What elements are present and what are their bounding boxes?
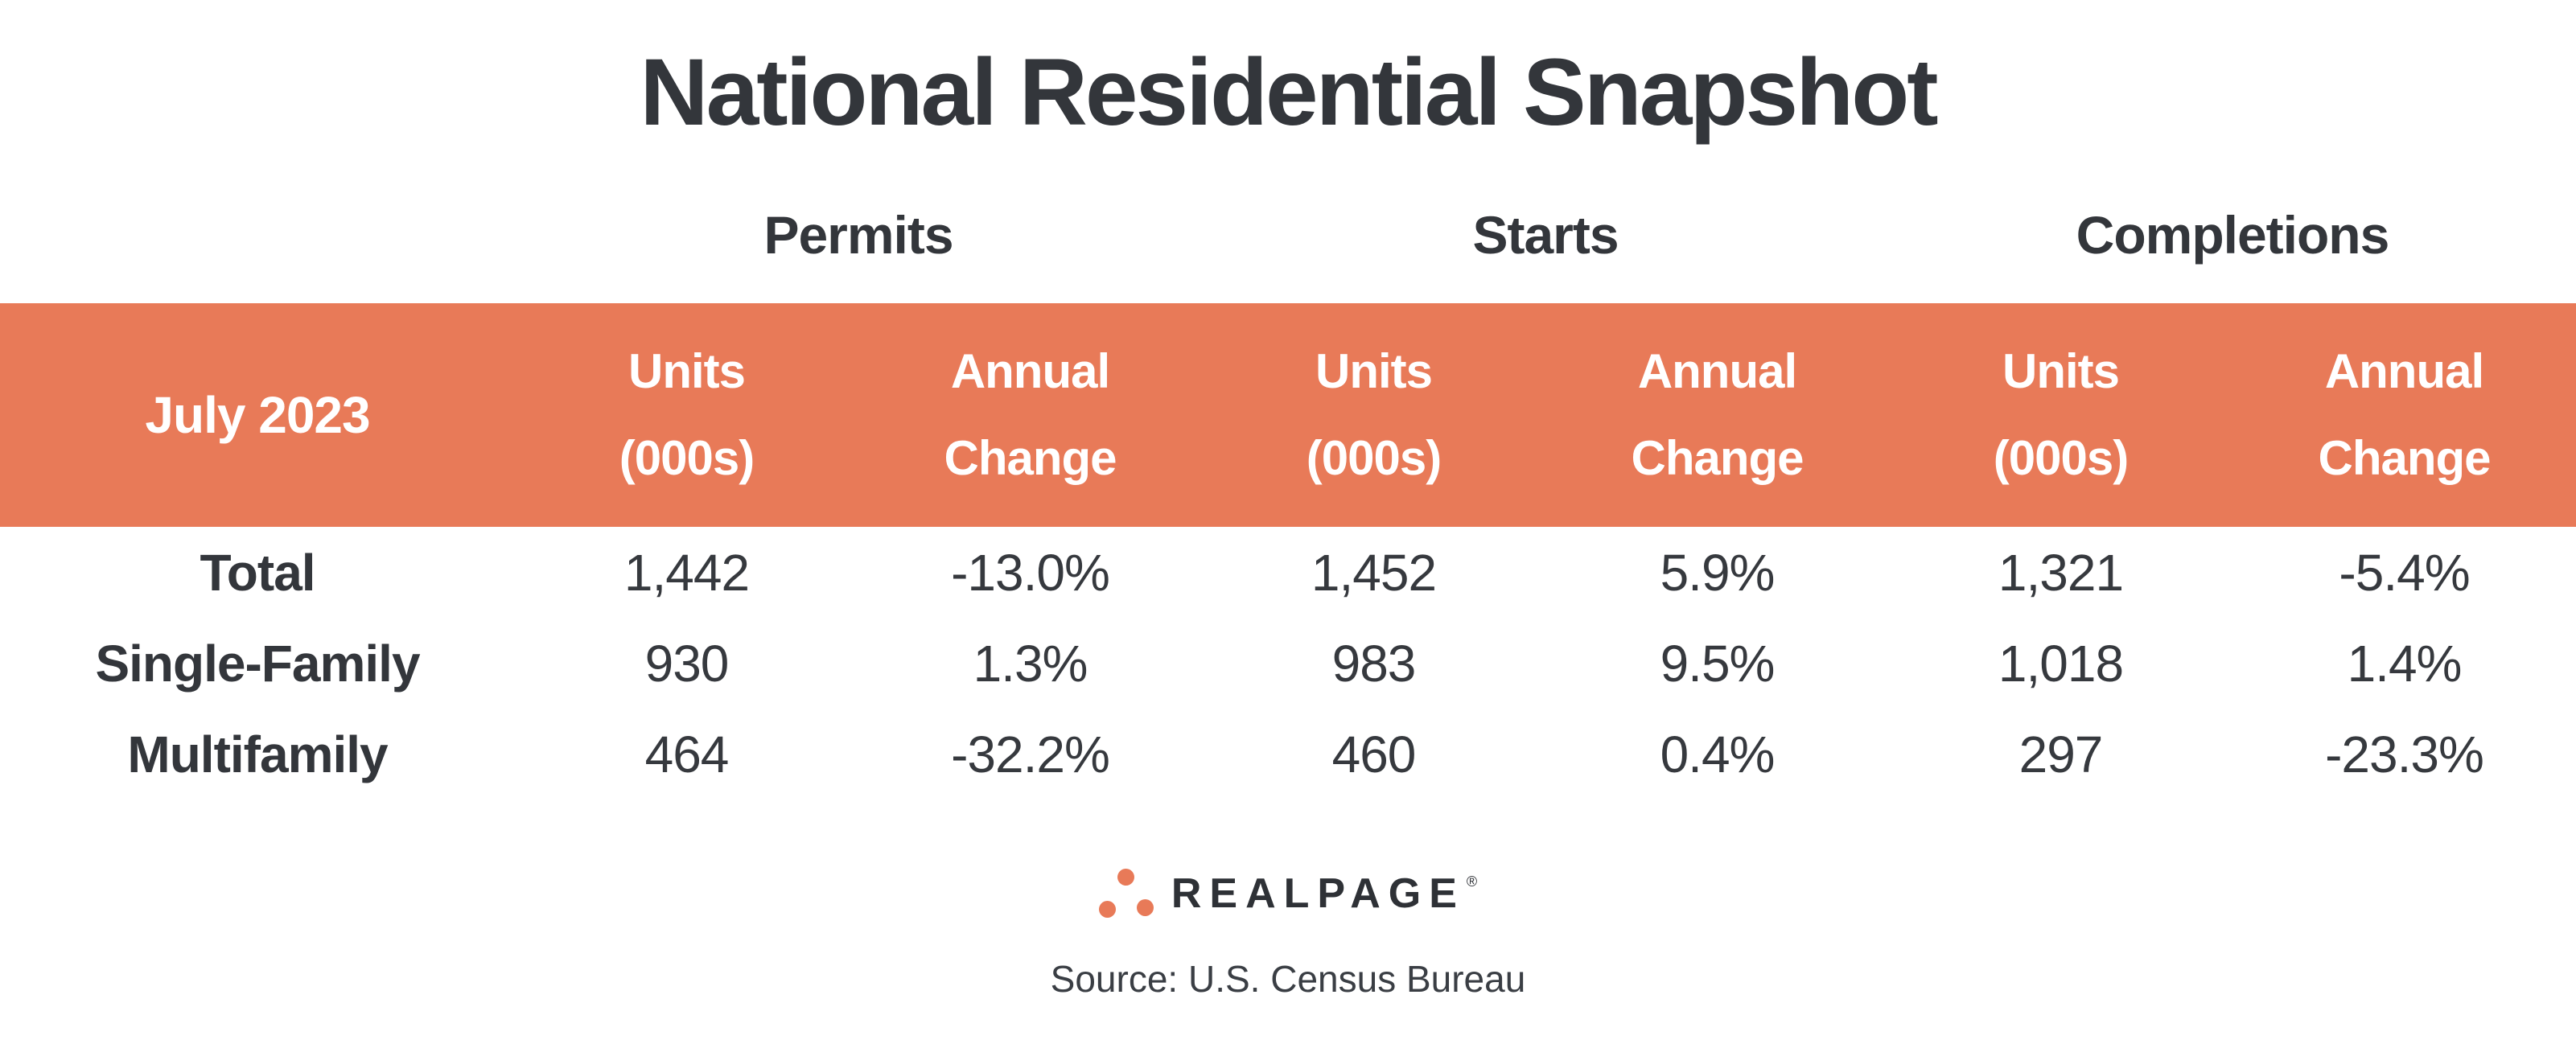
total-permits-annual-change: -13.0% <box>951 543 1110 602</box>
source-attribution: Source: U.S. Census Bureau <box>1050 958 1526 1000</box>
page-title: National Residential Snapshot <box>640 39 1938 146</box>
logo-dot-icon <box>1136 899 1154 916</box>
total-starts-annual-change: 5.9% <box>1660 543 1776 602</box>
row-label-single-family: Single-Family <box>95 634 420 693</box>
annual-header-line1: Annual <box>2324 344 2484 398</box>
multifamily-starts-annual-change: 0.4% <box>1660 725 1776 783</box>
annual-header-line2: Change <box>944 431 1117 485</box>
multifamily-starts-units: 460 <box>1331 725 1417 783</box>
group-header-spacer <box>0 151 515 303</box>
annual-header-line1: Annual <box>1637 344 1797 398</box>
starts-units-header-cell: Units (000s) <box>1202 303 1545 527</box>
starts-annual-change-header-cell: Annual Change <box>1545 303 1889 527</box>
group-header-completions: Completions <box>2076 204 2390 265</box>
row-label-multifamily: Multifamily <box>127 725 388 783</box>
single-family-completions-annual-change: 1.4% <box>2347 634 2463 693</box>
completions-annual-change-header-cell: Annual Change <box>2232 303 2576 527</box>
single-family-completions-units: 1,018 <box>1998 634 2124 693</box>
snapshot-table: Permits Starts Completions July 2023 Uni… <box>0 151 2576 800</box>
multifamily-permits-units: 464 <box>644 725 730 783</box>
total-starts-units: 1,452 <box>1311 543 1437 602</box>
permits-annual-change-header-cell: Annual Change <box>858 303 1202 527</box>
units-header-line1: Units <box>1315 344 1433 398</box>
units-header-line1: Units <box>628 344 746 398</box>
units-header-line2: (000s) <box>1993 431 2129 485</box>
realpage-dots-icon <box>1098 869 1154 919</box>
single-family-permits-annual-change: 1.3% <box>973 634 1088 693</box>
permits-units-header-cell: Units (000s) <box>515 303 858 527</box>
units-header-line2: (000s) <box>1306 431 1442 485</box>
multifamily-completions-annual-change: -23.3% <box>2325 725 2484 783</box>
units-header-line2: (000s) <box>619 431 755 485</box>
multifamily-permits-annual-change: -32.2% <box>951 725 1110 783</box>
annual-header-line1: Annual <box>950 344 1110 398</box>
group-header-permits: Permits <box>763 204 953 265</box>
realpage-wordmark: REALPAGE <box>1171 870 1465 917</box>
logo-dot-icon <box>1117 869 1134 886</box>
single-family-starts-units: 983 <box>1331 634 1417 693</box>
annual-header-line2: Change <box>1631 431 1804 485</box>
single-family-permits-units: 930 <box>644 634 730 693</box>
multifamily-completions-units: 297 <box>2018 725 2104 783</box>
single-family-starts-annual-change: 9.5% <box>1660 634 1776 693</box>
total-permits-units: 1,442 <box>623 543 750 602</box>
period-header-cell: July 2023 <box>0 303 515 527</box>
units-header-line1: Units <box>2002 344 2120 398</box>
annual-header-line2: Change <box>2318 431 2491 485</box>
group-header-starts: Starts <box>1472 204 1619 265</box>
logo-dot-icon <box>1098 901 1116 918</box>
row-label-total: Total <box>200 543 315 602</box>
total-completions-annual-change: -5.4% <box>2339 543 2470 602</box>
realpage-logo: REALPAGE ® <box>0 869 2576 919</box>
total-completions-units: 1,321 <box>1998 543 2124 602</box>
registered-trademark-icon: ® <box>1466 874 1478 890</box>
completions-units-header-cell: Units (000s) <box>1889 303 2232 527</box>
